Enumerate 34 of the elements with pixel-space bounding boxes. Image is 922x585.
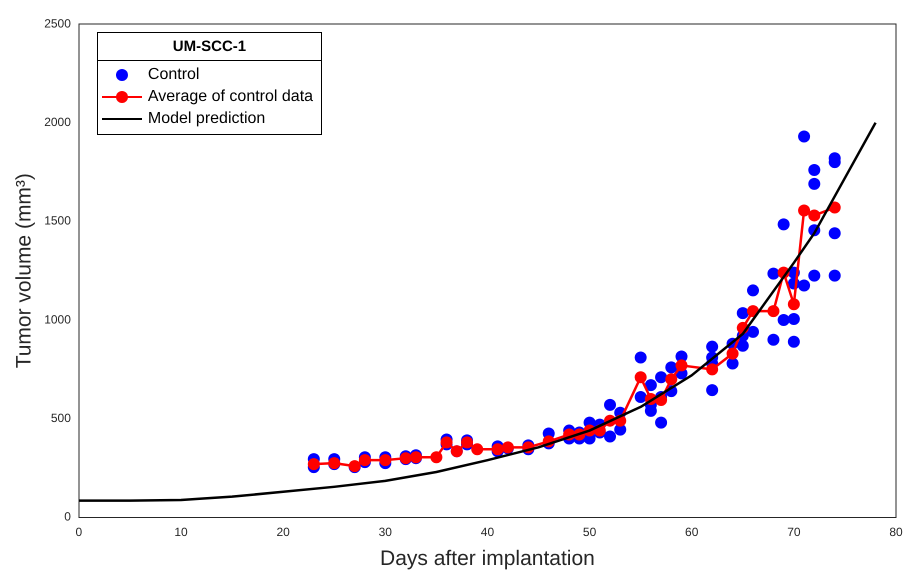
x-axis-title: Days after implantation xyxy=(380,547,595,570)
point xyxy=(808,209,820,222)
x-tick-label: 80 xyxy=(889,524,903,539)
y-tick-label: 1500 xyxy=(44,214,72,228)
x-tick-label: 60 xyxy=(685,524,699,539)
x-tick-label: 0 xyxy=(76,524,83,539)
x-tick-label: 50 xyxy=(582,524,597,539)
point xyxy=(379,454,392,466)
point xyxy=(788,298,800,310)
y-tick-label: 500 xyxy=(50,411,72,426)
x-tick-label: 10 xyxy=(174,524,188,539)
y-tick-label: 1000 xyxy=(44,312,72,326)
point xyxy=(471,443,484,456)
legend-title: UM-SCC-1 xyxy=(172,37,248,57)
legend-label: Average of control data xyxy=(148,87,314,107)
y-tick-label: 2000 xyxy=(44,114,72,129)
legend-label: Model prediction xyxy=(148,109,266,129)
point xyxy=(676,359,688,372)
x-tick-label: 40 xyxy=(480,524,494,539)
point xyxy=(726,348,739,360)
point xyxy=(798,204,810,217)
x-tick-label: 20 xyxy=(276,524,290,539)
x-tick-label: 30 xyxy=(378,524,392,539)
point xyxy=(634,371,647,384)
point xyxy=(767,305,780,318)
y-axis-title: Tumor volume (mm³) xyxy=(12,173,36,368)
point xyxy=(308,458,320,470)
x-tick-label: 70 xyxy=(787,524,801,539)
point xyxy=(665,373,678,386)
legend-label: Control xyxy=(148,65,200,85)
point xyxy=(430,451,442,464)
y-tick-label: 0 xyxy=(64,510,72,524)
y-tick-label: 2500 xyxy=(44,16,72,30)
point xyxy=(706,363,718,376)
